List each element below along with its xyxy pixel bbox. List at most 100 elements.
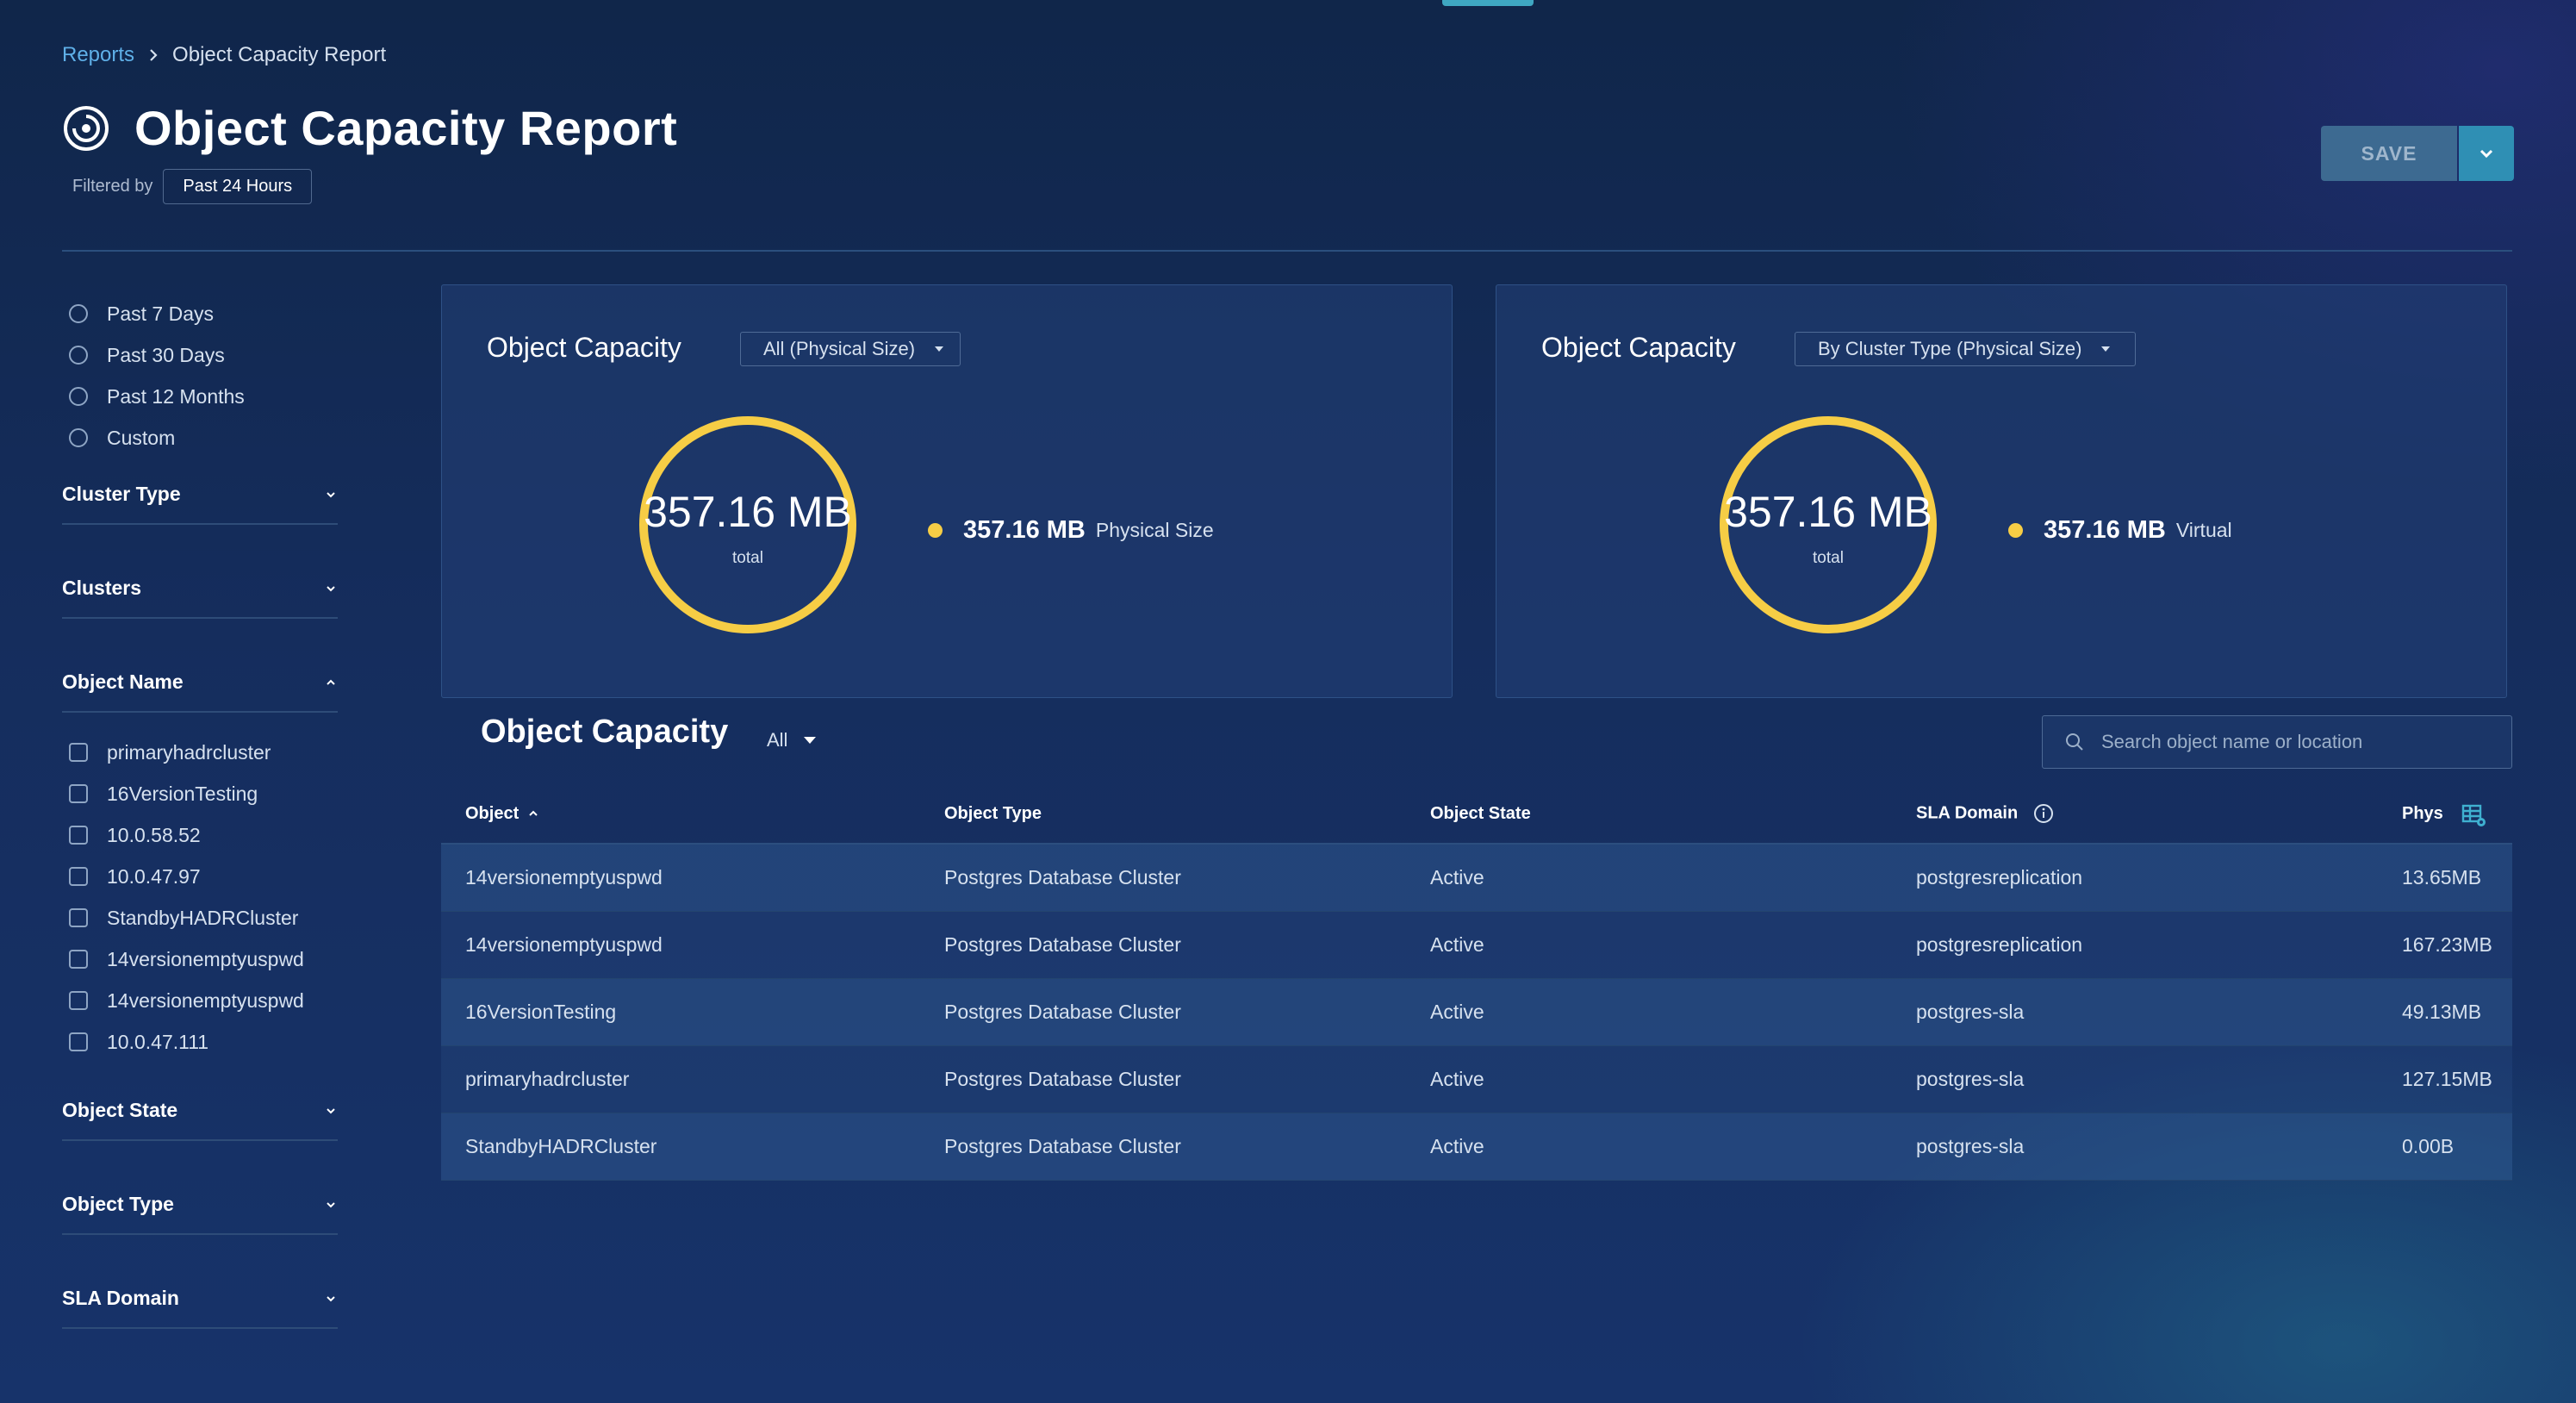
time-range-option[interactable]: Custom [62, 417, 338, 458]
object-name-option[interactable]: 10.0.47.111 [62, 1021, 338, 1063]
chevron-down-icon [327, 491, 335, 497]
time-range-option[interactable]: Past 7 Days [62, 293, 338, 334]
facet-sla-domain[interactable]: SLA Domain [62, 1287, 338, 1329]
table-header-row: Object Object Type Object State SLA Doma… [441, 784, 2512, 845]
facet-cluster-type[interactable]: Cluster Type [62, 483, 338, 525]
table-row[interactable]: StandbyHADRCluster Postgres Database Clus… [441, 1113, 2512, 1181]
object-name-option[interactable]: 14versionemptyuspwd [62, 980, 338, 1021]
object-name-option[interactable]: 14versionemptyuspwd [62, 938, 338, 980]
legend-dot [2008, 523, 2023, 538]
breadcrumb: Reports Object Capacity Report [62, 43, 386, 67]
cell-object-state: Active [1430, 1135, 1484, 1157]
legend-dot [928, 523, 943, 538]
page-title: Object Capacity Report [134, 101, 678, 155]
page-header: Object Capacity Report [62, 100, 677, 156]
facet-object-state[interactable]: Object State [62, 1099, 338, 1141]
table-row[interactable]: 14versionemptyuspwd Postgres Database Clu… [441, 845, 2512, 912]
facet-label: Clusters [62, 577, 142, 599]
caret-down-icon [2101, 346, 2111, 352]
search-field[interactable] [2042, 715, 2512, 769]
save-button-group: SAVE [2321, 126, 2514, 181]
cell-object-state: Active [1430, 866, 1484, 889]
save-button[interactable]: SAVE [2321, 126, 2457, 181]
cell-object: 14versionemptyuspwd [465, 866, 663, 889]
column-header-object[interactable]: Object [465, 804, 539, 824]
radio-button[interactable] [69, 387, 88, 406]
card-title: Object Capacity [1541, 332, 1736, 363]
checkbox[interactable] [69, 867, 88, 886]
radio-button[interactable] [69, 304, 88, 323]
filter-chip-time[interactable]: Past 24 Hours [163, 169, 313, 204]
checkbox[interactable] [69, 950, 88, 969]
object-name-option[interactable]: 10.0.58.52 [62, 814, 338, 856]
facet-label: SLA Domain [62, 1287, 179, 1309]
cell-physical-size: 0.00B [2402, 1135, 2455, 1157]
radio-button[interactable] [69, 428, 88, 447]
column-header-object-state[interactable]: Object State [1430, 803, 1531, 823]
table-section-title: Object Capacity [481, 714, 729, 750]
table-row[interactable]: 14versionemptyuspwd Postgres Database Clu… [441, 912, 2512, 979]
table-body: 14versionemptyuspwd Postgres Database Clu… [441, 845, 2512, 1181]
chevron-down-icon [327, 1295, 335, 1301]
checkbox[interactable] [69, 743, 88, 762]
checkbox[interactable] [69, 908, 88, 927]
object-name-label: 14versionemptyuspwd [107, 947, 304, 970]
checkbox[interactable] [69, 826, 88, 845]
checkbox[interactable] [69, 784, 88, 803]
donut-chart [1720, 416, 1937, 633]
cell-object-type: Postgres Database Cluster [944, 1068, 1181, 1090]
legend-label: Virtual [2175, 519, 2232, 541]
legend-value: 357.16 MB [2044, 516, 2166, 544]
object-name-option[interactable]: StandbyHADRCluster [62, 897, 338, 938]
donut-chart [639, 416, 856, 633]
donut-total-value: 357.16 MB [644, 488, 852, 536]
time-range-label: Past 7 Days [107, 302, 214, 325]
object-name-label: 16VersionTesting [107, 782, 258, 805]
legend-value: 357.16 MB [963, 516, 1086, 544]
facet-object-type[interactable]: Object Type [62, 1193, 338, 1235]
object-name-label: 10.0.47.97 [107, 864, 201, 888]
radio-button[interactable] [69, 346, 88, 365]
column-header-sla-domain[interactable]: SLA Domain [1916, 803, 2054, 824]
object-name-option[interactable]: 16VersionTesting [62, 773, 338, 814]
facet-clusters[interactable]: Clusters [62, 577, 338, 619]
time-range-option[interactable]: Past 30 Days [62, 334, 338, 376]
card-view-select[interactable]: All (Physical Size) [740, 332, 961, 366]
object-name-label: 10.0.47.111 [107, 1030, 209, 1053]
breadcrumb-reports-link[interactable]: Reports [62, 43, 135, 66]
capacity-table: Object Object Type Object State SLA Doma… [441, 784, 2512, 1181]
cell-object: StandbyHADRCluster [465, 1135, 657, 1157]
object-name-option[interactable]: 10.0.47.97 [62, 856, 338, 897]
breadcrumb-current: Object Capacity Report [172, 43, 387, 66]
table-column-settings-icon[interactable] [2461, 801, 2488, 829]
object-name-label: 14versionemptyuspwd [107, 988, 304, 1012]
search-input[interactable] [2100, 730, 2482, 754]
filtered-by-label: Filtered by [72, 177, 153, 196]
table-filter-select[interactable]: All [767, 729, 817, 751]
time-range-option[interactable]: Past 12 Months [62, 376, 338, 417]
info-icon[interactable] [2033, 803, 2054, 824]
cell-physical-size: 167.23MB [2402, 933, 2492, 956]
facet-label: Object Name [62, 670, 184, 693]
checkbox[interactable] [69, 991, 88, 1010]
facet-object-name[interactable]: Object Name [62, 670, 338, 713]
column-header-physical[interactable]: Phys [2402, 803, 2443, 823]
card-view-select[interactable]: By Cluster Type (Physical Size) [1795, 332, 2136, 366]
top-progress-accent [1442, 0, 1534, 6]
cell-physical-size: 13.65MB [2402, 866, 2482, 889]
object-name-options: primaryhadrcluster 16VersionTesting 10.0.5… [62, 732, 338, 1063]
time-range-options: Past 7 Days Past 30 Days Past 12 Months Cus… [62, 293, 338, 458]
save-options-dropdown[interactable] [2459, 126, 2514, 181]
column-header-object-type[interactable]: Object Type [944, 803, 1042, 823]
facet-label: Cluster Type [62, 483, 181, 505]
cell-object-type: Postgres Database Cluster [944, 933, 1181, 956]
cell-physical-size: 49.13MB [2402, 1001, 2482, 1023]
table-row[interactable]: 16VersionTesting Postgres Database Cluste… [441, 979, 2512, 1046]
donut-total-value: 357.16 MB [1724, 488, 1932, 536]
cell-object-state: Active [1430, 1001, 1484, 1023]
checkbox[interactable] [69, 1032, 88, 1051]
table-row[interactable]: primaryhadrcluster Postgres Database Clus… [441, 1046, 2512, 1113]
object-name-option[interactable]: primaryhadrcluster [62, 732, 338, 773]
object-name-label: 10.0.58.52 [107, 823, 201, 846]
time-range-label: Past 30 Days [107, 343, 225, 366]
